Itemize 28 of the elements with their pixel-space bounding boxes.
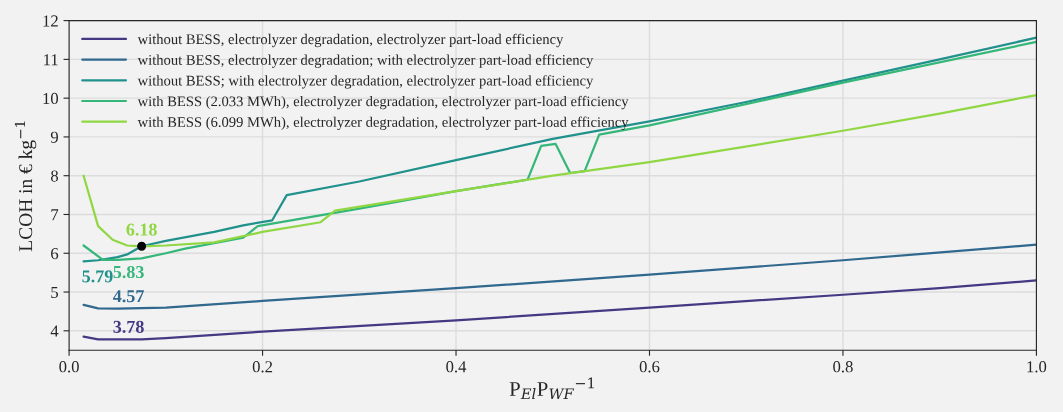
legend-label: with BESS (2.033 MWh), electrolyzer degradation, electrolyzer part-load efficiency xyxy=(137,95,629,110)
y-tick-label: 12 xyxy=(43,15,58,27)
annotation: 6.18 xyxy=(126,223,157,236)
annotation: 3.78 xyxy=(113,320,144,333)
y-tick-label: 4 xyxy=(50,325,59,337)
x-tick-label: 0.4 xyxy=(446,361,467,373)
y-tick-label: 7 xyxy=(51,209,59,221)
line-series xyxy=(82,243,1037,310)
x-tick-label: 0.8 xyxy=(833,361,853,373)
y-tick-label: 5 xyxy=(51,286,59,298)
x-tick-label: 0.0 xyxy=(59,361,79,373)
x-tick-label: 0.6 xyxy=(639,361,660,373)
annotation: 5.83 xyxy=(113,265,144,279)
y-tick-label: 8 xyxy=(50,170,59,182)
annotation: 4.57 xyxy=(113,290,144,303)
legend-label: without BESS, electrolyzer degradation, electrolyzer part-load efficiency xyxy=(137,33,564,48)
legend-label: without BESS; with electrolyzer degradation, electrolyzer part-load efficiency xyxy=(137,75,594,89)
annotation: 5.79 xyxy=(82,270,113,283)
y-tick-label: 9 xyxy=(50,131,58,143)
x-axis-title: P$_{El}$P$_{WF}$$^{−1}$ xyxy=(509,377,594,400)
legend-label: without BESS, electrolyzer degradation; with electrolyzer part-load efficiency xyxy=(137,54,594,68)
y-tick-label: 6 xyxy=(51,248,59,260)
x-tick-label: 0.2 xyxy=(252,361,273,373)
y-axis-title: LCOH in € kg$^{−1}$ xyxy=(14,121,37,252)
y-tick-label: 10 xyxy=(43,92,59,105)
y-tick-label: 11 xyxy=(44,54,58,66)
x-tick-label: 1.0 xyxy=(1027,361,1047,373)
legend-label: with BESS (6.099 MWh), electrolyzer degradation, electrolyzer part-load efficiency xyxy=(137,116,629,130)
